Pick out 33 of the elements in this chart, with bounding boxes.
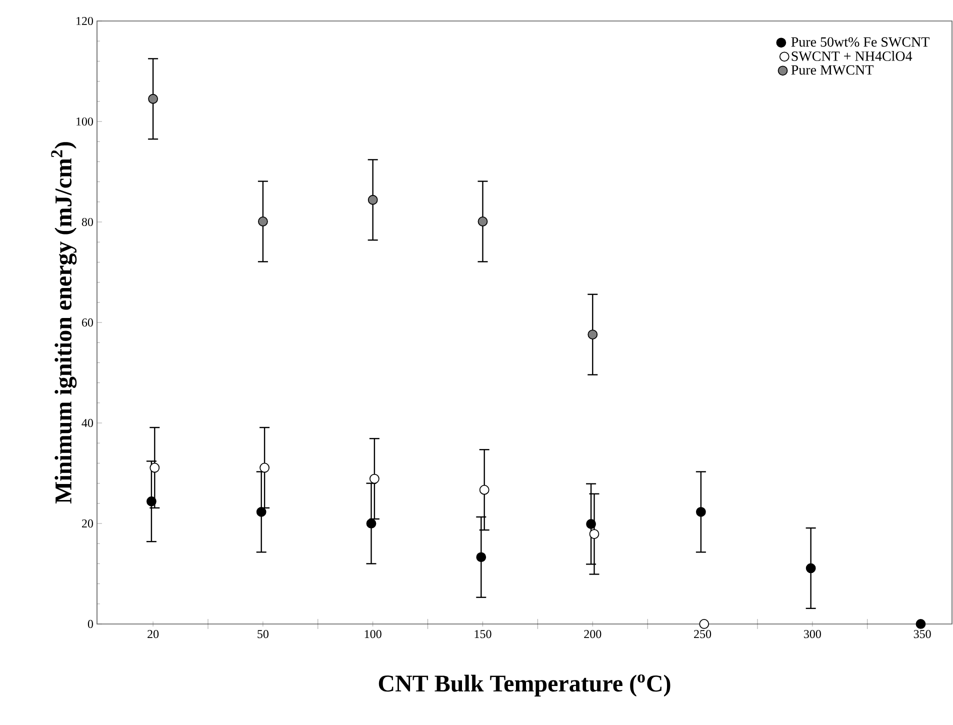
point bbox=[260, 462, 270, 473]
legend-label: Pure 50wt% Fe SWCNT bbox=[791, 37, 930, 47]
y-tick-label: 0 bbox=[88, 620, 94, 628]
y-tick-label: 60 bbox=[82, 318, 94, 327]
legend-label: Pure MWCNT bbox=[791, 65, 874, 75]
x-tick-label: 350 bbox=[914, 630, 931, 638]
y-tick-label: 20 bbox=[82, 519, 94, 528]
x-tick-label: 200 bbox=[584, 630, 602, 638]
x-tick-label: 300 bbox=[804, 630, 821, 638]
y-tick-label: 120 bbox=[76, 16, 94, 26]
point bbox=[478, 216, 488, 226]
x-tick-label: 250 bbox=[694, 630, 712, 638]
y-tick-label: 40 bbox=[82, 418, 94, 428]
point bbox=[476, 552, 486, 562]
x-tick-label: 50 bbox=[258, 630, 268, 638]
legend-label: SWCNT + NH4ClO4 bbox=[792, 51, 912, 61]
point bbox=[148, 94, 158, 104]
point bbox=[586, 519, 596, 529]
x-tick-label: 20 bbox=[148, 630, 159, 638]
y-tick-label: 100 bbox=[76, 117, 94, 126]
point bbox=[588, 330, 598, 340]
point bbox=[366, 518, 376, 528]
y-tick-label: 80 bbox=[82, 218, 94, 226]
point bbox=[258, 216, 268, 226]
point bbox=[368, 194, 378, 205]
x-tick-label: 150 bbox=[474, 630, 492, 638]
point bbox=[916, 619, 926, 629]
x-axis-title: CNT Bulk Temperature ($^{o}$C) bbox=[378, 674, 670, 697]
point bbox=[150, 462, 160, 473]
x-tick-label: 100 bbox=[364, 630, 382, 638]
y-axis-title: Minimum ignition energy (mJ/cm$^{2}$) bbox=[51, 142, 77, 504]
point bbox=[806, 563, 816, 574]
point bbox=[696, 506, 706, 517]
